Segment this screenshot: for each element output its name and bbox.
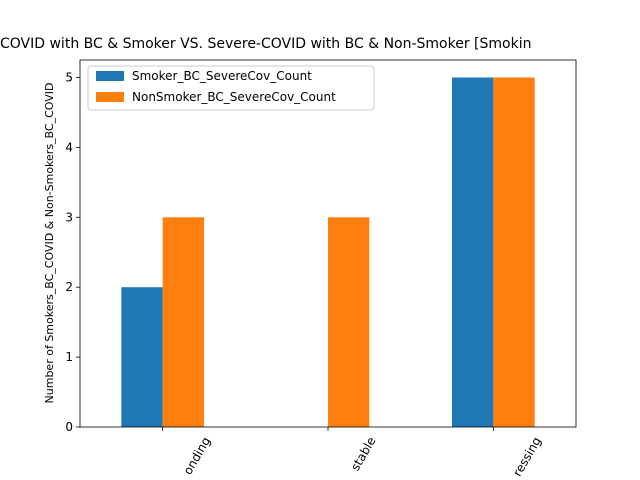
y-tick-label: 5 [65,70,73,84]
bar [452,77,494,427]
legend-swatch [96,71,124,81]
chart-title: COVID with BC & Smoker VS. Severe-COVID … [0,36,531,52]
bar [493,77,535,427]
legend-box [87,65,375,111]
y-tick-label: 4 [65,140,73,154]
x-tick-label: stable [348,435,378,474]
y-tick-label: 0 [65,420,73,434]
legend-swatch [96,92,124,102]
bar [328,217,370,427]
y-tick-label: 1 [65,350,73,364]
plot-frame [79,59,577,428]
y-tick-label: 3 [65,210,73,224]
y-axis-label: Number of Smokers_BC_COVID & Non-Smokers… [43,83,56,404]
x-tick-label: onding [181,435,214,478]
legend-label: Smoker_BC_SevereCov_Count [132,69,312,83]
x-tick-label: ressing [510,435,544,479]
bar [121,287,163,427]
legend-label: NonSmoker_BC_SevereCov_Count [132,90,336,104]
y-tick-label: 2 [65,280,73,294]
bar [162,217,204,427]
